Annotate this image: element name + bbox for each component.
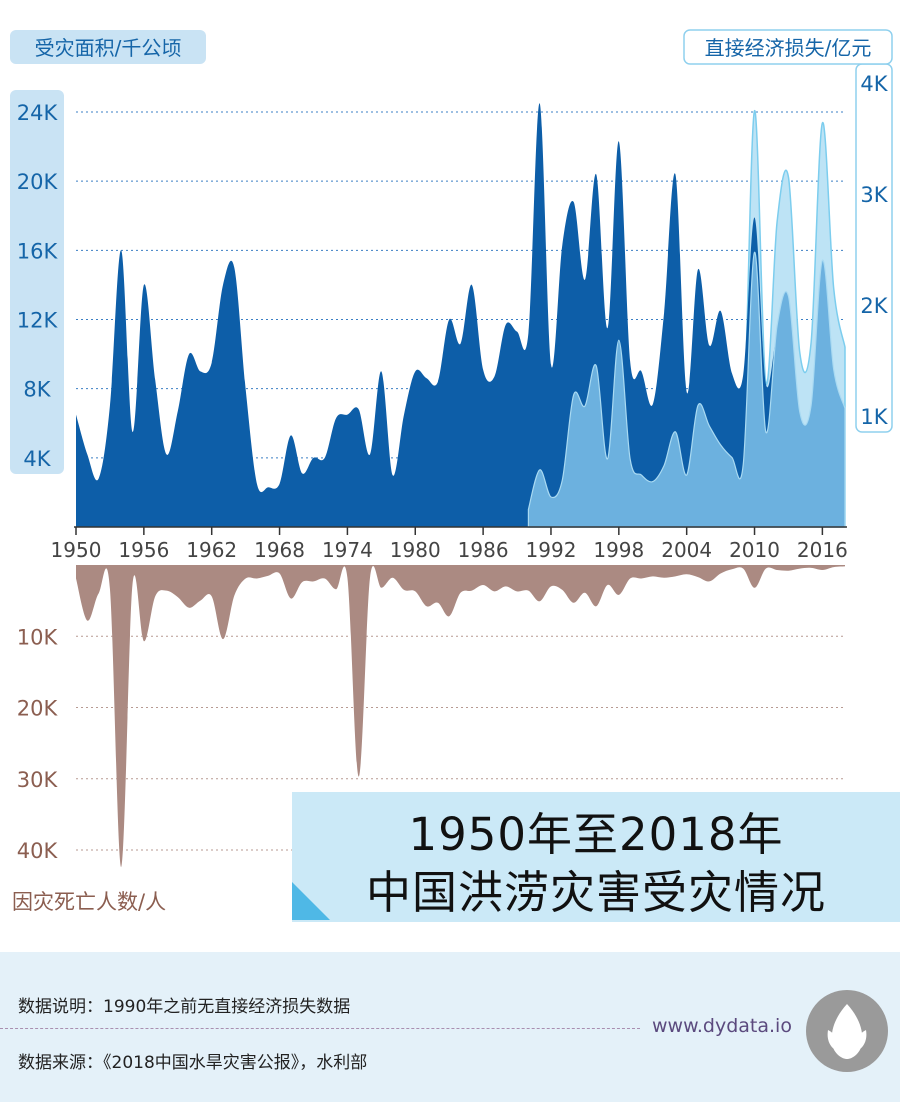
x-tick-label: 1956 bbox=[118, 538, 169, 562]
footer-divider bbox=[0, 1028, 640, 1029]
x-tick-label: 2016 bbox=[797, 538, 848, 562]
data-note: 数据说明：1990年之前无直接经济损失数据 bbox=[18, 997, 351, 1017]
area-axis-label-box bbox=[10, 30, 206, 64]
left-tick-label: 20K bbox=[17, 170, 59, 194]
right-tick-label: 1K bbox=[860, 405, 888, 429]
x-tick-label: 2010 bbox=[729, 538, 780, 562]
leaf-logo-icon bbox=[827, 1004, 867, 1059]
left-tick-label: 4K bbox=[23, 447, 51, 471]
plot-layer bbox=[74, 103, 847, 868]
area-series-flooded-area bbox=[76, 103, 845, 527]
death-tick-label: 40K bbox=[17, 839, 59, 863]
x-tick-label: 1968 bbox=[254, 538, 305, 562]
x-tick-label: 1962 bbox=[186, 538, 237, 562]
website-link[interactable]: www.dydata.io bbox=[652, 1015, 792, 1037]
loss-axis-label-box bbox=[683, 29, 893, 65]
area-series-economic-loss bbox=[527, 251, 846, 528]
right-tick-label: 4K bbox=[860, 72, 888, 96]
left-tick-label: 24K bbox=[17, 101, 59, 125]
footer: 数据说明：1990年之前无直接经济损失数据 www.dydata.io 数据来源… bbox=[0, 952, 900, 1102]
chart-title-line2: 中国洪涝灾害受灾情况 bbox=[365, 866, 826, 919]
x-tick-label: 1950 bbox=[51, 538, 102, 562]
flood-chart: 受灾面积/千公顷 直接经济损失/亿元 因灾死亡人数/人 1950 1956 1962… bbox=[10, 29, 893, 914]
death-tick-label: 30K bbox=[17, 768, 59, 792]
tick-label-layer: 1950 1956 1962 1968 1974 1980 1986 1992 1998 2004… bbox=[17, 72, 889, 863]
left-axis-panel bbox=[10, 90, 64, 474]
x-tick-label: 1992 bbox=[526, 538, 577, 562]
x-tick-label: 1998 bbox=[593, 538, 644, 562]
data-source: 数据来源：《2018中国水旱灾害公报》，水利部 bbox=[18, 1053, 368, 1073]
left-tick-label: 16K bbox=[17, 239, 59, 263]
death-tick-label: 20K bbox=[17, 697, 59, 721]
left-tick-label: 12K bbox=[17, 309, 59, 333]
right-tick-label: 2K bbox=[860, 294, 888, 318]
title-box: 1950年至2018年 中国洪涝灾害受灾情况 bbox=[292, 792, 900, 922]
x-tick-label: 1980 bbox=[390, 538, 441, 562]
x-tick-label: 1974 bbox=[322, 538, 373, 562]
death-tick-label: 10K bbox=[17, 625, 59, 649]
x-tick-label: 1986 bbox=[458, 538, 509, 562]
chart-title-line1: 1950年至2018年 bbox=[408, 808, 784, 861]
loss-axis-label: 直接经济损失/亿元 bbox=[705, 36, 872, 60]
area-series-deaths bbox=[76, 565, 845, 868]
title-notch bbox=[292, 882, 330, 920]
area-axis-label: 受灾面积/千公顷 bbox=[35, 36, 182, 60]
x-tick-label: 2004 bbox=[661, 538, 712, 562]
right-tick-label: 3K bbox=[860, 183, 888, 207]
right-axis-panel bbox=[855, 63, 893, 433]
brand-logo bbox=[806, 990, 888, 1072]
left-tick-label: 8K bbox=[23, 378, 51, 402]
death-axis-label: 因灾死亡人数/人 bbox=[12, 890, 166, 914]
